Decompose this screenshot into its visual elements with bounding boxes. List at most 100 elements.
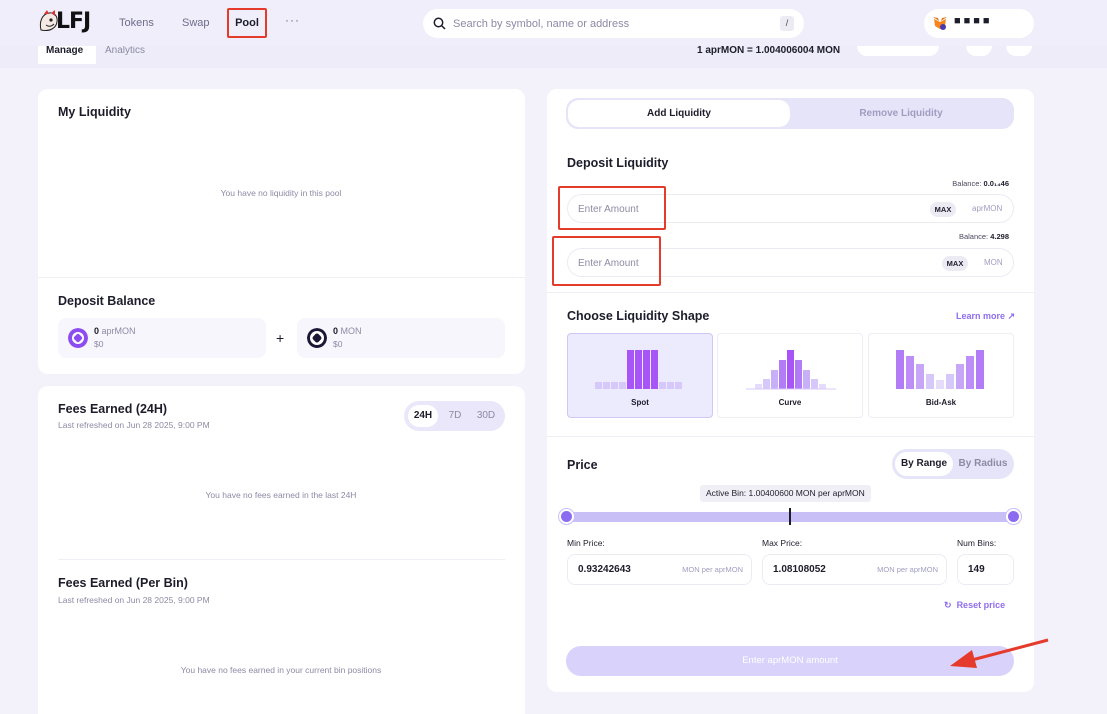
mon-token-icon — [307, 328, 327, 348]
aprmon-amount-field[interactable]: MAX aprMON — [567, 194, 1014, 223]
plus-sign: + — [276, 330, 285, 346]
min-price-value: 0.93242643 — [578, 564, 631, 575]
no-liquidity-message: You have no liquidity in this pool — [220, 188, 342, 198]
num-bins-value: 149 — [968, 564, 985, 575]
tab-manage[interactable]: Manage — [38, 46, 96, 64]
liquidity-mode-tabs: Add Liquidity Remove Liquidity — [566, 98, 1014, 129]
shape-spot-label: Spot — [631, 398, 649, 407]
aprmon-balance-usd: $0 — [94, 339, 104, 349]
red-arrow-annotation — [950, 638, 1049, 668]
shape-spot[interactable]: Spot — [567, 333, 713, 418]
by-radius-button[interactable]: By Radius — [958, 458, 1008, 469]
mon-wallet-balance: 4.298 — [990, 232, 1009, 241]
shape-curve-label: Curve — [778, 398, 802, 407]
price-mode-toggle: By Range By Radius — [892, 449, 1014, 479]
spot-shape-icon — [595, 350, 682, 389]
balance-label: Balance: — [952, 179, 982, 188]
mon-amount-input[interactable] — [578, 255, 828, 272]
lfj-mascot-logo-icon[interactable] — [38, 10, 60, 34]
submit-button[interactable]: Enter aprMON amount — [566, 646, 1014, 676]
nav-more-button[interactable]: ··· — [285, 13, 300, 27]
shape-bid-ask-label: Bid-Ask — [925, 398, 957, 407]
period-7d[interactable]: 7D — [448, 410, 462, 421]
refresh-icon: ↻ — [944, 600, 952, 610]
nav-swap[interactable]: Swap — [182, 17, 210, 29]
num-bins-label: Num Bins: — [957, 538, 997, 548]
aprmon-wallet-balance: 0.0₁₄46 — [983, 179, 1009, 188]
fees-bin-refreshed: Last refreshed on Jun 28 2025, 9:00 PM — [58, 595, 210, 605]
wallet-button[interactable]: ■■■■ — [924, 9, 1034, 38]
liquidity-shape-title: Choose Liquidity Shape — [567, 309, 710, 323]
mon-balance-symbol: MON — [340, 326, 362, 336]
deposit-balance-title: Deposit Balance — [58, 294, 156, 308]
tab-remove-liquidity[interactable]: Remove Liquidity — [859, 108, 943, 119]
aprmon-balance-amount: 0 — [94, 326, 100, 336]
lfj-logo[interactable]: LFJ — [56, 9, 91, 34]
active-bin-marker — [789, 508, 791, 525]
mon-amount-field[interactable]: MAX MON — [567, 248, 1014, 277]
aprmon-max-button[interactable]: MAX — [930, 202, 956, 217]
tab-analytics[interactable]: Analytics — [105, 46, 146, 56]
header-icon-button[interactable] — [966, 46, 992, 56]
min-price-label: Min Price: — [567, 538, 605, 548]
wallet-address: ■■■■ — [954, 15, 993, 27]
fees-24h-refreshed: Last refreshed on Jun 28 2025, 9:00 PM — [58, 420, 210, 430]
no-fees-bin-message: You have no fees earned in your current … — [180, 665, 382, 675]
min-price-unit: MON per aprMON — [682, 565, 743, 574]
external-link-icon: ↗ — [1007, 311, 1016, 321]
header-icon-button[interactable] — [1006, 46, 1032, 56]
aprmon-amount-input[interactable] — [578, 201, 828, 218]
top-navbar: LFJ Tokens Swap Pool ··· / ■■■■ — [0, 0, 1107, 46]
pool-subheader: Manage Analytics 1 aprMON = 1.004006004 … — [0, 46, 1107, 68]
fees-card — [38, 386, 525, 714]
bid-ask-shape-icon — [896, 350, 984, 389]
learn-more-link[interactable]: Learn more ↗ — [956, 311, 1015, 322]
max-price-unit: MON per aprMON — [877, 565, 938, 574]
aprmon-token-label: aprMON — [972, 204, 1003, 213]
period-toggle: 24H 7D 30D — [404, 401, 505, 431]
nav-tokens[interactable]: Tokens — [119, 17, 154, 29]
fees-24h-title: Fees Earned (24H) — [58, 402, 168, 416]
period-30d[interactable]: 30D — [476, 410, 496, 421]
by-range-button[interactable]: By Range — [895, 452, 953, 476]
balance-label: Balance: — [958, 232, 989, 241]
nav-pool[interactable]: Pool — [227, 8, 267, 38]
mon-balance: 0 MON $0 — [297, 318, 505, 358]
fees-bin-title: Fees Earned (Per Bin) — [58, 576, 188, 590]
aprmon-balance-symbol: aprMON — [101, 326, 136, 336]
mon-balance-amount: 0 — [333, 326, 339, 336]
price-title: Price — [567, 458, 598, 472]
max-price-label: Max Price: — [762, 538, 803, 548]
reset-price-label: Reset price — [956, 600, 1006, 610]
min-price-input[interactable]: 0.93242643 MON per aprMON — [567, 554, 752, 585]
price-range-slider[interactable] — [568, 512, 1014, 522]
deposit-liquidity-title: Deposit Liquidity — [567, 156, 669, 170]
divider — [547, 436, 1034, 437]
mon-max-button[interactable]: MAX — [942, 256, 968, 271]
reset-price-button[interactable]: ↻ Reset price — [944, 600, 1005, 611]
divider — [547, 292, 1034, 293]
shape-curve[interactable]: Curve — [717, 333, 863, 418]
divider — [38, 277, 525, 278]
max-price-input[interactable]: 1.08108052 MON per aprMON — [762, 554, 947, 585]
tab-add-liquidity[interactable]: Add Liquidity — [568, 100, 790, 127]
aprmon-token-icon — [68, 328, 88, 348]
aprmon-balance: 0 aprMON $0 — [58, 318, 266, 358]
search-icon — [433, 17, 446, 30]
max-price-handle[interactable] — [1006, 509, 1021, 524]
num-bins-input[interactable]: 149 — [957, 554, 1014, 585]
header-control[interactable] — [857, 46, 939, 56]
active-bin-label: Active Bin: 1.00400600 MON per aprMON — [700, 485, 871, 502]
search-input[interactable] — [453, 15, 773, 32]
divider — [58, 559, 505, 560]
max-price-value: 1.08108052 — [773, 564, 826, 575]
metamask-fox-icon — [933, 17, 947, 30]
search-shortcut-key: / — [780, 16, 794, 31]
min-price-handle[interactable] — [559, 509, 574, 524]
shape-bid-ask[interactable]: Bid-Ask — [868, 333, 1014, 418]
curve-shape-icon — [746, 350, 836, 390]
my-liquidity-title: My Liquidity — [58, 105, 131, 119]
period-24h[interactable]: 24H — [408, 405, 438, 427]
search-bar[interactable]: / — [423, 9, 804, 38]
learn-more-label: Learn more — [956, 311, 1006, 321]
